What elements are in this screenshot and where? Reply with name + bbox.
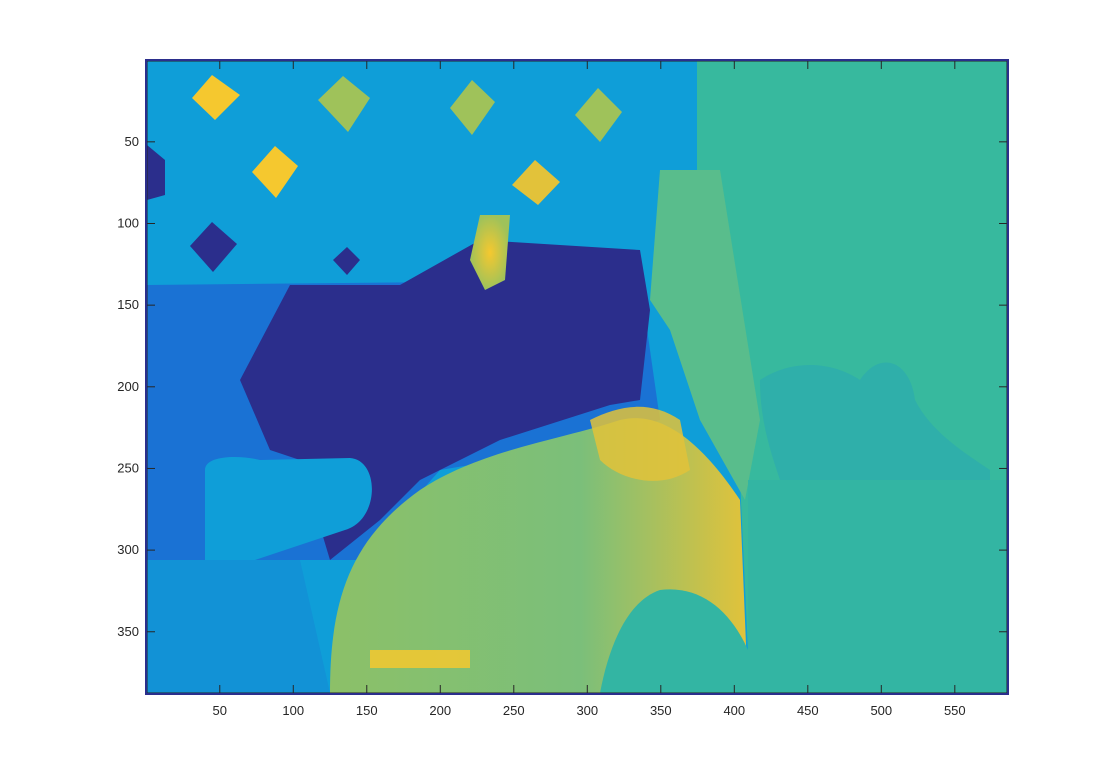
x-tick-label: 500 <box>870 703 892 718</box>
y-tick-label: 200 <box>117 379 139 394</box>
x-tick-label: 100 <box>282 703 304 718</box>
heatmap-image <box>147 61 1007 693</box>
x-tick-label: 50 <box>213 703 227 718</box>
x-tick-label: 250 <box>503 703 525 718</box>
y-tick-label: 250 <box>117 460 139 475</box>
y-tick-label: 300 <box>117 542 139 557</box>
x-tick-label: 450 <box>797 703 819 718</box>
x-axis-ticks: 50 100 150 200 250 300 350 400 450 500 550 <box>213 61 966 718</box>
x-tick-label: 350 <box>650 703 672 718</box>
y-tick-label: 350 <box>117 624 139 639</box>
x-tick-label: 200 <box>429 703 451 718</box>
y-tick-label: 150 <box>117 297 139 312</box>
y-tick-label: 100 <box>117 215 139 230</box>
y-axis-ticks: 50 100 150 200 250 300 350 <box>117 134 1007 639</box>
plot-border <box>145 59 1009 695</box>
x-tick-label: 150 <box>356 703 378 718</box>
x-tick-label: 400 <box>723 703 745 718</box>
x-tick-label: 300 <box>576 703 598 718</box>
x-tick-label: 550 <box>944 703 966 718</box>
y-tick-label: 50 <box>125 134 139 149</box>
